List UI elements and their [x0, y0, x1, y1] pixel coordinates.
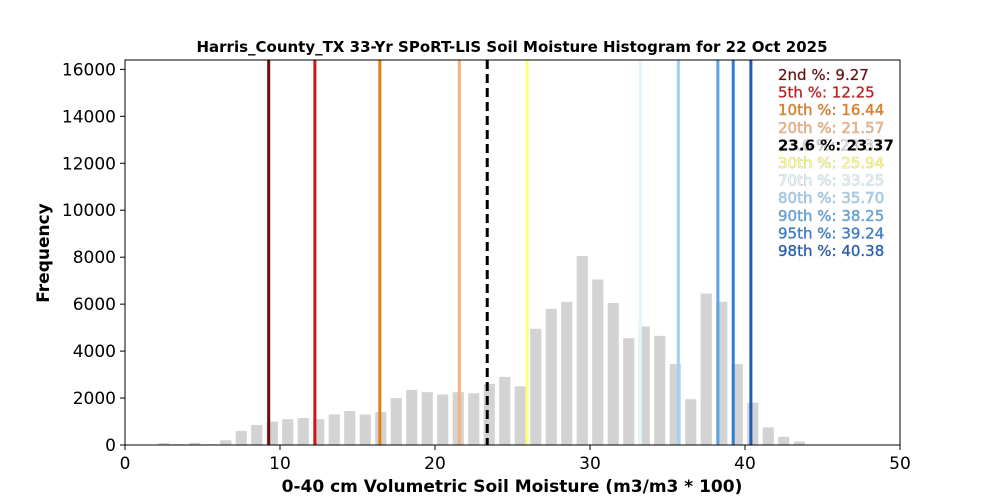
- histogram-bar: [266, 421, 278, 445]
- legend-entry-outline: 70th %: 33.25: [778, 172, 884, 190]
- histogram-bar: [251, 425, 263, 445]
- histogram-bar: [390, 398, 402, 445]
- histogram-bar: [406, 389, 418, 445]
- histogram-bar: [313, 419, 325, 445]
- histogram-bar: [220, 440, 232, 445]
- histogram-bar: [282, 419, 294, 445]
- y-tick-label: 8000: [73, 248, 116, 268]
- x-axis-label: 0-40 cm Volumetric Soil Moisture (m3/m3 …: [282, 477, 743, 497]
- legend-entry: 95th %: 39.24: [778, 224, 884, 242]
- histogram-bar: [654, 335, 666, 445]
- histogram-bar: [158, 443, 170, 445]
- x-axis-ticks: 0 10 20 30 40 50: [120, 445, 911, 474]
- histogram-bar: [762, 427, 774, 445]
- histogram-bar: [592, 279, 604, 445]
- histogram-bar: [561, 301, 573, 445]
- histogram-bar: [576, 256, 588, 445]
- legend-entry: 98th %: 40.38: [778, 242, 884, 260]
- y-axis-ticks: 0 2000 4000 6000 8000 10000 12000 14000 16000: [62, 60, 125, 456]
- legend-entry: 30th %: 25.94: [778, 154, 884, 172]
- legend-entry: 5th %: 12.25: [778, 84, 875, 102]
- histogram-bar: [483, 383, 495, 445]
- legend-entry: 90th %: 38.25: [778, 207, 884, 225]
- histogram-bar: [235, 430, 247, 445]
- y-tick-label: 4000: [73, 342, 116, 362]
- legend-entry-outline: 23.6 %: 23.37: [778, 136, 883, 154]
- histogram-bars: [158, 256, 805, 445]
- histogram-bar: [747, 402, 759, 445]
- histogram-bar: [421, 392, 433, 445]
- x-tick-label: 20: [424, 454, 446, 474]
- histogram-bar: [623, 338, 635, 445]
- y-tick-label: 16000: [62, 60, 116, 80]
- histogram-bar: [545, 308, 557, 445]
- histogram-bar: [716, 301, 728, 445]
- y-tick-label: 12000: [62, 154, 116, 174]
- histogram-bar: [669, 364, 681, 445]
- histogram-bar: [468, 393, 480, 445]
- x-tick-label: 10: [269, 454, 291, 474]
- percentile-lines: [267, 60, 753, 445]
- x-tick-label: 30: [579, 454, 601, 474]
- legend-entry-outline: 2nd %: 9.27: [778, 66, 869, 84]
- y-axis-label: Frequency: [34, 203, 54, 303]
- histogram-bar: [700, 293, 712, 445]
- y-tick-label: 6000: [73, 295, 116, 315]
- legend-entry: 80th %: 35.70: [778, 189, 884, 207]
- histogram-bar: [731, 364, 743, 445]
- legend-entry: 70th %: 33.25: [778, 172, 884, 190]
- legend-entry-outline: 98th %: 40.38: [778, 242, 884, 260]
- y-tick-label: 2000: [73, 389, 116, 409]
- legend-entry: 20th %: 21.57: [778, 119, 884, 137]
- legend-entry-outline: 10th %: 16.44: [778, 101, 884, 119]
- y-tick-label: 14000: [62, 107, 116, 127]
- histogram-bar: [437, 394, 449, 445]
- legend-entry: 2nd %: 9.27: [778, 66, 869, 84]
- x-tick-label: 40: [734, 454, 756, 474]
- y-tick-label: 10000: [62, 201, 116, 221]
- histogram-bar: [514, 386, 526, 445]
- legend-entry-outline: 5th %: 12.25: [778, 84, 875, 102]
- legend-entry-outline: 20th %: 21.57: [778, 119, 884, 137]
- y-tick-label: 0: [105, 436, 116, 456]
- legend-entry: 23.6 %: 23.37: [778, 136, 894, 154]
- histogram-bar: [328, 414, 340, 445]
- histogram-bar: [685, 399, 697, 445]
- histogram-bar: [297, 418, 309, 445]
- chart-title: Harris_County_TX 33-Yr SPoRT-LIS Soil Mo…: [196, 38, 827, 56]
- x-tick-label: 50: [889, 454, 911, 474]
- histogram-bar: [499, 376, 511, 445]
- legend-entry: 10th %: 16.44: [778, 101, 884, 119]
- plot-frame: [124, 59, 901, 446]
- histogram-bar: [359, 414, 371, 445]
- legend-entry-outline: 90th %: 38.25: [778, 207, 884, 225]
- histogram-bar: [344, 410, 356, 445]
- x-tick-label: 0: [120, 454, 131, 474]
- histogram-bar: [607, 302, 619, 445]
- legend-entry-outline: 30th %: 25.94: [778, 154, 884, 172]
- histogram-bar: [778, 436, 790, 445]
- histogram-bar: [189, 442, 201, 445]
- legend-entry-outline: 95th %: 39.24: [778, 224, 884, 242]
- legend-entry-outline: 80th %: 35.70: [778, 189, 884, 207]
- histogram-bar: [793, 441, 805, 445]
- histogram-bar: [638, 326, 650, 445]
- histogram-bar: [530, 328, 542, 445]
